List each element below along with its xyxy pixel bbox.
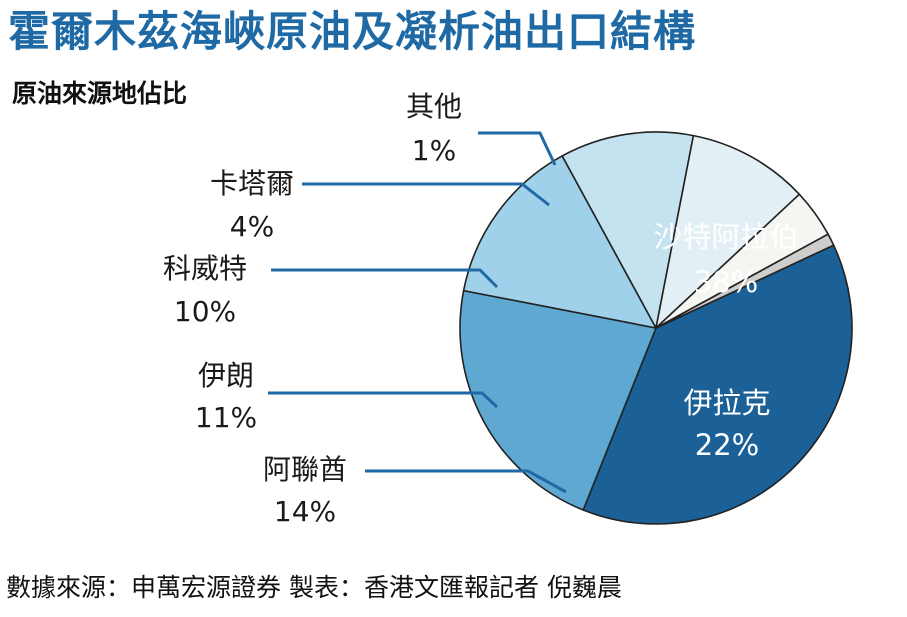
slice-label-2: 伊拉克 (683, 386, 770, 420)
slice-value-3: 14% (274, 495, 336, 528)
slice-value-7: 1% (412, 134, 456, 167)
slice-label-6: 卡塔爾 (210, 167, 294, 200)
pie-slice-5 (655, 134, 801, 329)
slice-label-3: 阿聯酋 (263, 453, 347, 486)
chart-subtitle: 原油來源地佔比 (12, 79, 188, 108)
slice-label-7: 其他 (406, 90, 462, 123)
chart-title: 霍爾木茲海峽原油及凝析油出口結構 (8, 7, 697, 56)
slice-value-6: 4% (230, 210, 274, 243)
leader-line-5 (271, 268, 499, 289)
slice-value-1: 38% (694, 265, 758, 299)
leader-line-7 (478, 131, 557, 166)
slice-value-5: 10% (174, 295, 236, 328)
leader-line-4 (268, 391, 499, 409)
slice-value-2: 22% (695, 428, 759, 462)
pie-slice-4 (561, 131, 695, 329)
leader-line-6 (302, 182, 550, 207)
pie-slice-1 (582, 244, 853, 525)
pie-slice-7 (655, 233, 835, 329)
slice-label-5: 科威特 (163, 252, 247, 285)
source-credit: 數據來源：申萬宏源證券 製表：香港文匯報記者 倪巍晨 (6, 573, 622, 602)
slice-label-4: 伊朗 (198, 359, 254, 392)
pie-slice-3 (462, 155, 657, 329)
slice-value-4: 11% (195, 401, 257, 434)
leader-line-3 (365, 469, 567, 494)
slice-label-1: 沙特阿拉伯 (653, 220, 798, 254)
pie-slice-2 (459, 289, 657, 511)
